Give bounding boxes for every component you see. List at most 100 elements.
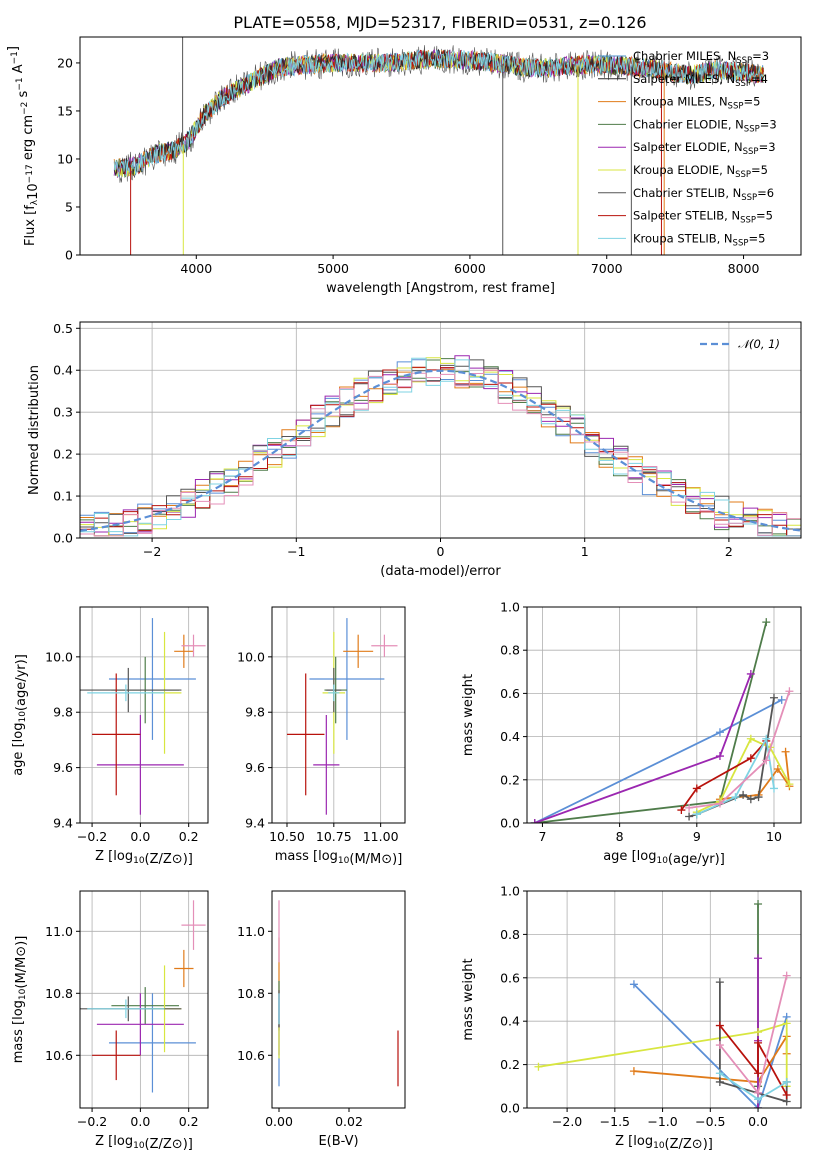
normal-reference-curve [80, 369, 801, 532]
plot-area [530, 618, 794, 823]
weight-point-marker [746, 795, 755, 804]
weight-point-marker [746, 754, 755, 763]
weight-point-marker [746, 669, 755, 678]
weight-point-marker [534, 1062, 543, 1071]
axes-frame [526, 890, 802, 1109]
x-tick-label: 0.02 [335, 1114, 363, 1129]
weight-series-line [719, 982, 788, 1103]
weight-point-marker [782, 1090, 791, 1099]
y-tick-label: 11.0 [45, 924, 73, 939]
y-tick-label: 0.8 [500, 643, 520, 658]
x-tick-label: −0.2 [77, 1114, 107, 1129]
y-tick-label: 9.8 [53, 705, 73, 720]
x-axis-label: Z [log10(Z/Z⊙)] [95, 1134, 193, 1152]
y-tick-label: 9.6 [245, 760, 265, 775]
weight-point-marker [530, 819, 539, 823]
plot-area [80, 355, 801, 537]
weight-point-marker [715, 752, 724, 761]
x-tick-label: −2.0 [552, 1114, 582, 1129]
y-axis-label: mass weight [461, 958, 476, 1040]
weight-point-marker [754, 793, 763, 802]
y-tick-label: 10.8 [237, 986, 265, 1001]
x-tick-label: 0.0 [130, 829, 150, 844]
x-tick-label: 7000 [591, 261, 623, 276]
y-axis-label: mass [log10(M/M⊙)] [11, 936, 29, 1064]
errorbar-point [92, 673, 141, 796]
x-tick-label: 7 [538, 829, 546, 844]
weight-point-marker [685, 812, 694, 821]
weight-point-marker [754, 1038, 763, 1047]
legend-label: Salpeter STELIB, NSSP=5 [633, 209, 773, 226]
chart-mass-weight-vs-age: 7 8 9 10 0.0 0.2 0.4 0.6 0.8 1.0 age [log10(age/yr… [461, 600, 802, 867]
weight-series-line [633, 983, 788, 1108]
x-tick-label: −0.2 [77, 829, 107, 844]
weight-series-line [688, 690, 791, 809]
legend-label: Kroupa STELIB, NSSP=5 [633, 231, 765, 248]
y-tick-label: 0.6 [500, 970, 520, 985]
errorbar-point [181, 900, 206, 950]
weight-point-marker [629, 980, 638, 989]
y-tick-label: 10 [57, 151, 73, 166]
weight-point-marker [769, 784, 778, 793]
weight-point-marker [685, 803, 694, 812]
y-tick-label: 15 [57, 103, 73, 118]
legend-label: Salpeter MILES, NSSP=4 [633, 72, 768, 89]
x-axis-label: Z [log10(Z/Z⊙)] [95, 849, 193, 867]
y-tick-label: 10.0 [237, 649, 265, 664]
y-tick-label: 5 [65, 199, 73, 214]
y-tick-label: 0.8 [500, 927, 520, 942]
axes-frame [79, 890, 209, 1109]
y-tick-label: 0.0 [53, 531, 73, 546]
weight-point-marker [754, 1088, 763, 1097]
x-axis-label: (data-model)/error [380, 564, 501, 579]
y-tick-label: 11.0 [237, 924, 265, 939]
weight-point-marker [715, 728, 724, 737]
errorbar-point [87, 684, 165, 702]
y-tick-label: 0.4 [53, 363, 73, 378]
chart-age-vs-mass: 10.50 10.75 11.00 9.4 9.6 9.8 10.0 mass [log10(… [237, 606, 406, 867]
weight-point-marker [769, 693, 778, 702]
y-tick-label: 0.0 [500, 816, 520, 831]
y-tick-label: 0.0 [500, 1101, 520, 1116]
plot-area [80, 900, 206, 1093]
histogram-step [80, 357, 801, 537]
legend-label: Chabrier STELIB, NSSP=6 [633, 186, 774, 203]
y-tick-label: 0.4 [500, 1014, 520, 1029]
weight-point-marker [715, 1021, 724, 1030]
plot-area [80, 618, 206, 815]
errorbar-point [309, 618, 385, 740]
x-axis-label: age [log10(age/yr)] [603, 849, 725, 867]
y-tick-label: 0.2 [500, 1057, 520, 1072]
histogram-step [80, 359, 801, 537]
x-tick-label: −1.5 [600, 1114, 630, 1129]
y-tick-label: 0.2 [53, 447, 73, 462]
weight-point-marker [785, 687, 794, 696]
weight-point-marker [739, 790, 748, 799]
errorbar-point [111, 987, 180, 1025]
errorbar-point [286, 673, 325, 796]
legend-label: Kroupa ELODIE, NSSP=5 [633, 163, 768, 180]
weight-series-line [680, 740, 767, 811]
weight-point-marker [781, 747, 790, 756]
y-tick-label: 0.2 [500, 772, 520, 787]
x-tick-label: 0 [437, 544, 445, 559]
errorbar-point [343, 634, 374, 668]
chart-spectrum: Chabrier MILES, NSSP=3 Salpeter MILES, NS… [6, 36, 802, 296]
y-tick-label: 1.0 [500, 884, 520, 899]
y-tick-label: 0 [65, 248, 73, 263]
errorbar-point [328, 684, 340, 702]
y-axis-label: age [log10(age/yr)] [11, 654, 29, 776]
weight-series-line [719, 1024, 788, 1096]
chart-mass-vs-Z: −0.2 0.0 0.2 10.6 10.8 11.0 Z [log10(Z/Z⊙)] mas… [11, 890, 209, 1152]
weight-point-marker [731, 793, 740, 802]
x-axis-label: Z [log10(Z/Z⊙)] [615, 1134, 713, 1152]
weight-point-marker [754, 1069, 763, 1078]
x-tick-label: 0.0 [130, 1114, 150, 1129]
errorbar-point [92, 1030, 141, 1081]
chart-mass-vs-ebv: 0.00 0.02 10.6 10.8 11.0 E(B-V) [237, 890, 406, 1149]
weight-point-marker [782, 971, 791, 980]
weight-point-marker [754, 1028, 763, 1037]
x-tick-label: 10.75 [316, 829, 352, 844]
errorbar-point [181, 634, 206, 657]
x-tick-label: 11.00 [363, 829, 399, 844]
